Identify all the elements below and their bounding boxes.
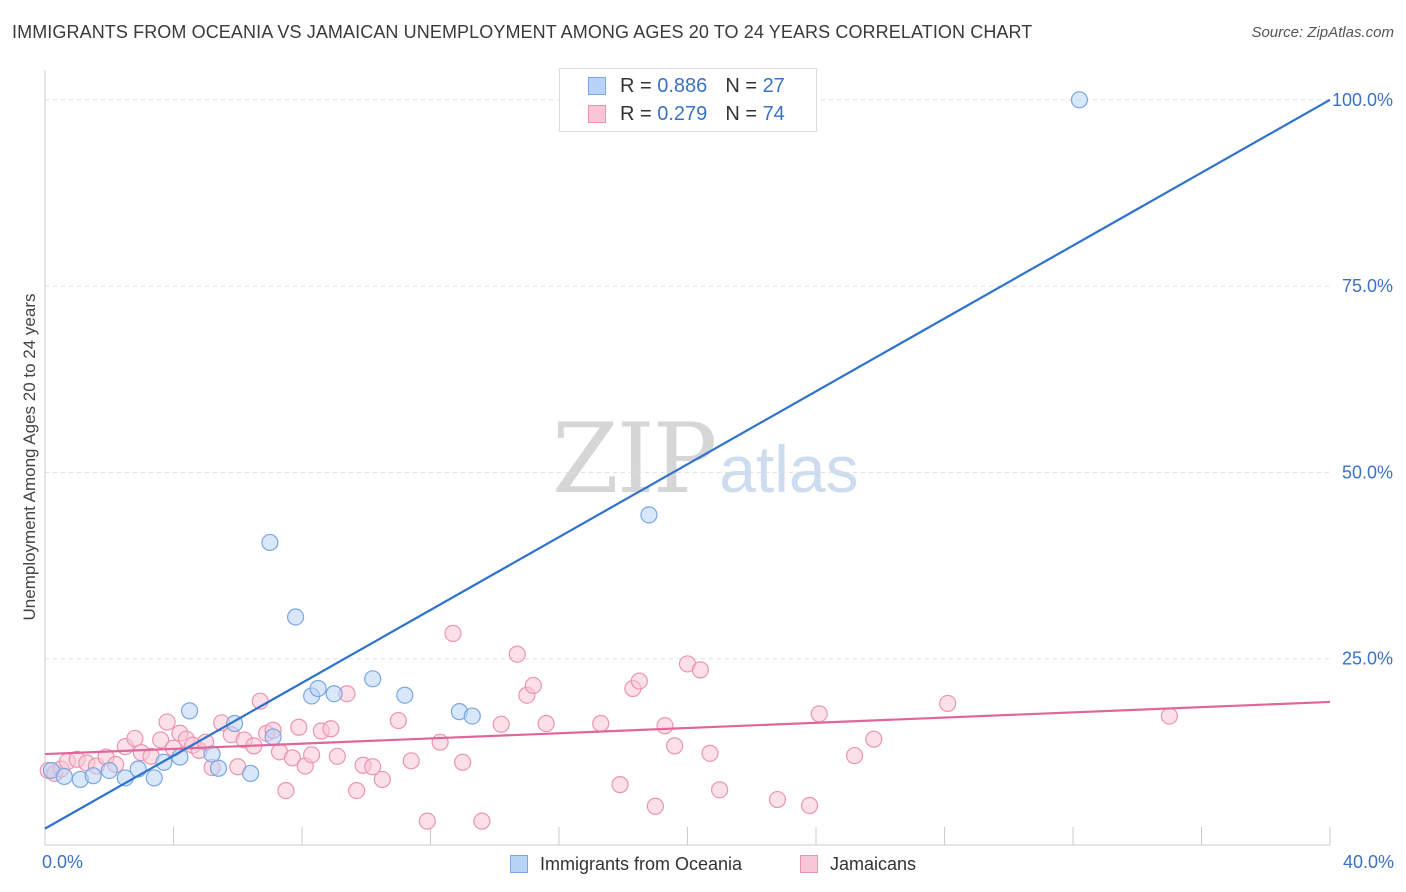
point-jamaican <box>845 746 864 765</box>
bottom-legend-swatch-pink <box>800 855 818 873</box>
point-jamaican <box>701 744 719 762</box>
legend-n-value: 27 <box>762 74 785 97</box>
point-jamaican <box>473 812 491 830</box>
point-jamaican <box>364 758 382 776</box>
legend-r-value: 0.886 <box>657 74 708 97</box>
point-jamaican <box>810 705 828 723</box>
legend-n-value: 74 <box>762 102 785 125</box>
trend-line-jamaican <box>44 700 1331 756</box>
point-jamaican <box>402 752 420 770</box>
legend-row-oceania: R = 0.886 N = 27 <box>588 74 785 98</box>
point-oceania <box>309 679 327 698</box>
point-jamaican <box>322 720 340 738</box>
point-jamaican <box>656 717 674 735</box>
legend-n-label: N = <box>725 102 757 125</box>
point-oceania <box>396 686 414 704</box>
bottom-legend-label: Jamaicans <box>830 853 917 874</box>
point-jamaican <box>348 782 366 800</box>
point-jamaican <box>611 776 629 794</box>
legend-r-value: 0.279 <box>657 102 708 125</box>
legend-n-label: N = <box>725 74 757 97</box>
legend-r-label: R = <box>620 74 652 97</box>
point-jamaican <box>283 749 301 767</box>
point-jamaican <box>444 624 462 642</box>
point-jamaican <box>592 714 610 733</box>
point-jamaican <box>865 730 883 748</box>
point-oceania <box>180 702 199 720</box>
point-jamaican <box>152 731 170 749</box>
point-oceania <box>463 707 481 725</box>
bottom-legend-label: Immigrants from Oceania <box>540 853 743 874</box>
point-jamaican <box>630 672 648 690</box>
bottom-legend-swatch-blue <box>510 855 528 873</box>
point-jamaican <box>1160 707 1178 725</box>
point-jamaican <box>373 770 391 789</box>
correlation-legend: R = 0.886 N = 27 R = 0.279 N = 74 <box>559 68 817 132</box>
point-oceania <box>264 728 282 746</box>
point-jamaican <box>939 694 957 713</box>
legend-row-jamaicans: R = 0.279 N = 74 <box>588 102 785 126</box>
point-oceania <box>100 761 118 780</box>
point-oceania <box>1070 91 1089 109</box>
point-oceania <box>286 608 305 626</box>
point-jamaican <box>711 781 729 799</box>
point-jamaican <box>524 676 542 695</box>
x-tick-label-max: 40.0% <box>1342 852 1394 872</box>
legend-r-label: R = <box>620 102 652 125</box>
trend-line-oceania <box>44 98 1331 830</box>
x-tick-label-min: 0.0% <box>42 852 84 872</box>
chart-title: IMMIGRANTS FROM OCEANIA VS JAMAICAN UNEM… <box>12 22 1033 42</box>
point-jamaican <box>768 790 787 809</box>
legend-swatch-pink <box>588 105 606 123</box>
y-axis-label: Unemployment Among Ages 20 to 24 years <box>20 293 39 621</box>
source-label: Source: ZipAtlas.com <box>1251 24 1394 41</box>
point-jamaican <box>508 645 526 663</box>
point-jamaican <box>290 718 308 736</box>
point-jamaican <box>158 713 176 731</box>
point-jamaican <box>537 714 555 733</box>
bottom-legend-jamaicans: Jamaicans <box>800 852 916 876</box>
point-oceania <box>325 685 343 703</box>
point-jamaican <box>431 733 449 751</box>
point-oceania <box>203 745 221 763</box>
point-jamaican <box>492 715 510 733</box>
point-jamaican <box>328 747 346 765</box>
point-oceania <box>145 769 163 787</box>
point-jamaican <box>418 812 436 830</box>
point-jamaican <box>646 797 664 815</box>
point-jamaican <box>691 661 709 679</box>
point-jamaican <box>303 746 321 764</box>
y-tick-label: 25.0% <box>1342 649 1393 669</box>
legend-swatch-blue <box>588 77 606 95</box>
point-jamaican <box>454 753 472 771</box>
point-jamaican <box>800 796 819 815</box>
y-tick-label: 100.0% <box>1332 90 1393 110</box>
point-oceania <box>364 670 382 688</box>
y-tick-label: 75.0% <box>1342 276 1393 296</box>
point-jamaican <box>126 729 144 748</box>
y-tick-label: 50.0% <box>1342 462 1393 482</box>
point-oceania <box>242 764 260 783</box>
point-oceania <box>55 767 73 786</box>
point-jamaican <box>389 711 407 730</box>
point-oceania <box>261 533 279 552</box>
point-oceania <box>640 506 658 524</box>
point-jamaican <box>666 737 684 755</box>
point-oceania <box>84 767 102 785</box>
bottom-legend-oceania: Immigrants from Oceania <box>510 852 742 876</box>
point-oceania <box>209 759 228 777</box>
point-jamaican <box>277 782 295 800</box>
